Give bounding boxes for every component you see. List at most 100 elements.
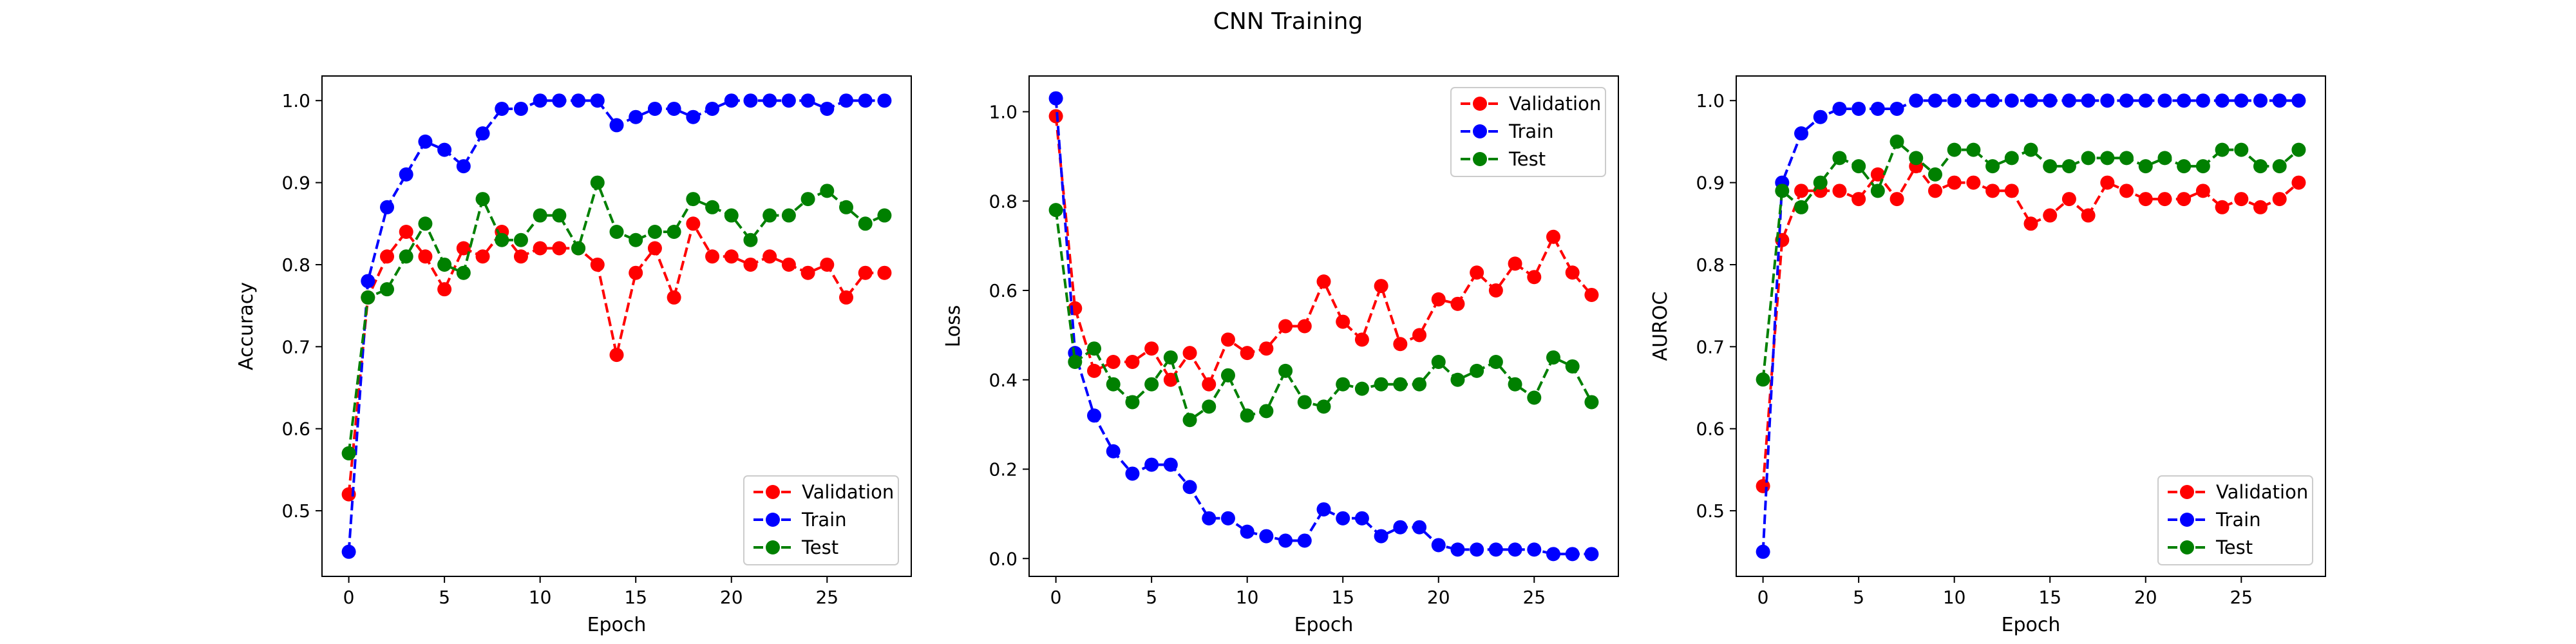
data-point (2195, 184, 2210, 198)
data-point (1163, 350, 1178, 365)
data-point (495, 101, 509, 116)
legend: Validation Train Test (743, 475, 899, 565)
data-point (2023, 142, 2038, 157)
data-point (2215, 142, 2230, 157)
data-point (1508, 542, 1522, 557)
data-point (2138, 159, 2153, 174)
data-point (590, 93, 605, 108)
data-point (686, 216, 701, 231)
data-point (2253, 93, 2268, 108)
y-tick-label: 0.8 (281, 254, 310, 276)
y-tick-label: 0.9 (281, 173, 310, 194)
data-point (1832, 184, 1847, 198)
data-point (2023, 216, 2038, 231)
data-point (1316, 274, 1331, 289)
legend: Validation Train Test (1450, 87, 1606, 177)
data-point (1068, 355, 1083, 369)
data-point (380, 200, 395, 214)
data-point (1412, 520, 1427, 535)
data-point (1832, 101, 1847, 116)
data-point (1125, 466, 1140, 481)
data-point (1431, 292, 1446, 307)
data-point (1278, 319, 1293, 334)
data-point (629, 109, 643, 124)
data-point (2234, 93, 2249, 108)
data-point (2215, 200, 2230, 214)
x-tick-label: 5 (1853, 587, 1864, 608)
legend-marker (1473, 152, 1487, 166)
data-point (1336, 511, 1350, 526)
data-point (1966, 175, 1981, 190)
data-point (1125, 355, 1140, 369)
y-tick-label: 0.7 (281, 336, 310, 357)
legend-label: Test (1508, 148, 1546, 170)
legend-label: Validation (1509, 93, 1601, 115)
data-point (2157, 192, 2172, 207)
y-tick-label: 0.5 (1696, 500, 1725, 522)
data-point (820, 101, 835, 116)
data-point (1087, 408, 1102, 423)
legend-marker (1473, 124, 1487, 138)
data-point (2004, 151, 2019, 166)
x-tick-label: 20 (1427, 587, 1450, 608)
data-point (1278, 533, 1293, 548)
data-point (1374, 377, 1388, 392)
data-point (1508, 377, 1522, 392)
data-point (361, 274, 375, 289)
legend: Validation Train Test (2157, 475, 2313, 565)
data-point (1297, 319, 1312, 334)
data-point (1870, 184, 1885, 198)
data-point (380, 282, 395, 297)
data-point (2081, 151, 2096, 166)
data-point (1412, 377, 1427, 392)
data-point (1259, 529, 1274, 544)
data-point (1947, 142, 1962, 157)
data-point (418, 249, 433, 264)
data-point (2100, 93, 2115, 108)
figure-title: CNN Training (1213, 8, 1363, 35)
data-point (629, 265, 643, 280)
data-point (2157, 151, 2172, 166)
data-point (1947, 175, 1962, 190)
x-tick-label: 25 (815, 587, 838, 608)
data-point (781, 93, 796, 108)
data-point (533, 208, 547, 223)
data-point (495, 232, 509, 247)
x-tick-label: 20 (2134, 587, 2157, 608)
y-tick-label: 0.9 (1696, 173, 1725, 194)
data-point (781, 257, 796, 272)
data-point (1450, 542, 1465, 557)
legend-label: Train (2215, 509, 2261, 531)
data-point (1316, 502, 1331, 516)
data-point (705, 101, 720, 116)
data-point (1565, 547, 1580, 562)
data-point (1182, 480, 1197, 495)
y-tick-label: 0.7 (1696, 336, 1725, 357)
data-point (1832, 151, 1847, 166)
data-point (552, 93, 567, 108)
data-point (1852, 101, 1866, 116)
data-point (2215, 93, 2230, 108)
data-point (1048, 91, 1063, 106)
data-point (820, 184, 835, 198)
data-point (647, 241, 662, 256)
data-point (2253, 200, 2268, 214)
y-tick-label: 0.6 (1696, 419, 1725, 440)
data-point (1202, 399, 1217, 414)
data-point (686, 109, 701, 124)
data-point (437, 142, 452, 157)
data-point (743, 93, 758, 108)
data-point (1182, 413, 1197, 428)
data-point (456, 241, 471, 256)
data-point (724, 249, 739, 264)
data-point (1125, 395, 1140, 410)
series-test (1756, 134, 2306, 387)
data-point (2291, 93, 2306, 108)
data-point (2043, 93, 2058, 108)
data-point (513, 101, 528, 116)
data-point (1584, 395, 1599, 410)
series-train (1048, 91, 1599, 562)
data-point (1144, 341, 1159, 356)
data-point (418, 134, 433, 149)
